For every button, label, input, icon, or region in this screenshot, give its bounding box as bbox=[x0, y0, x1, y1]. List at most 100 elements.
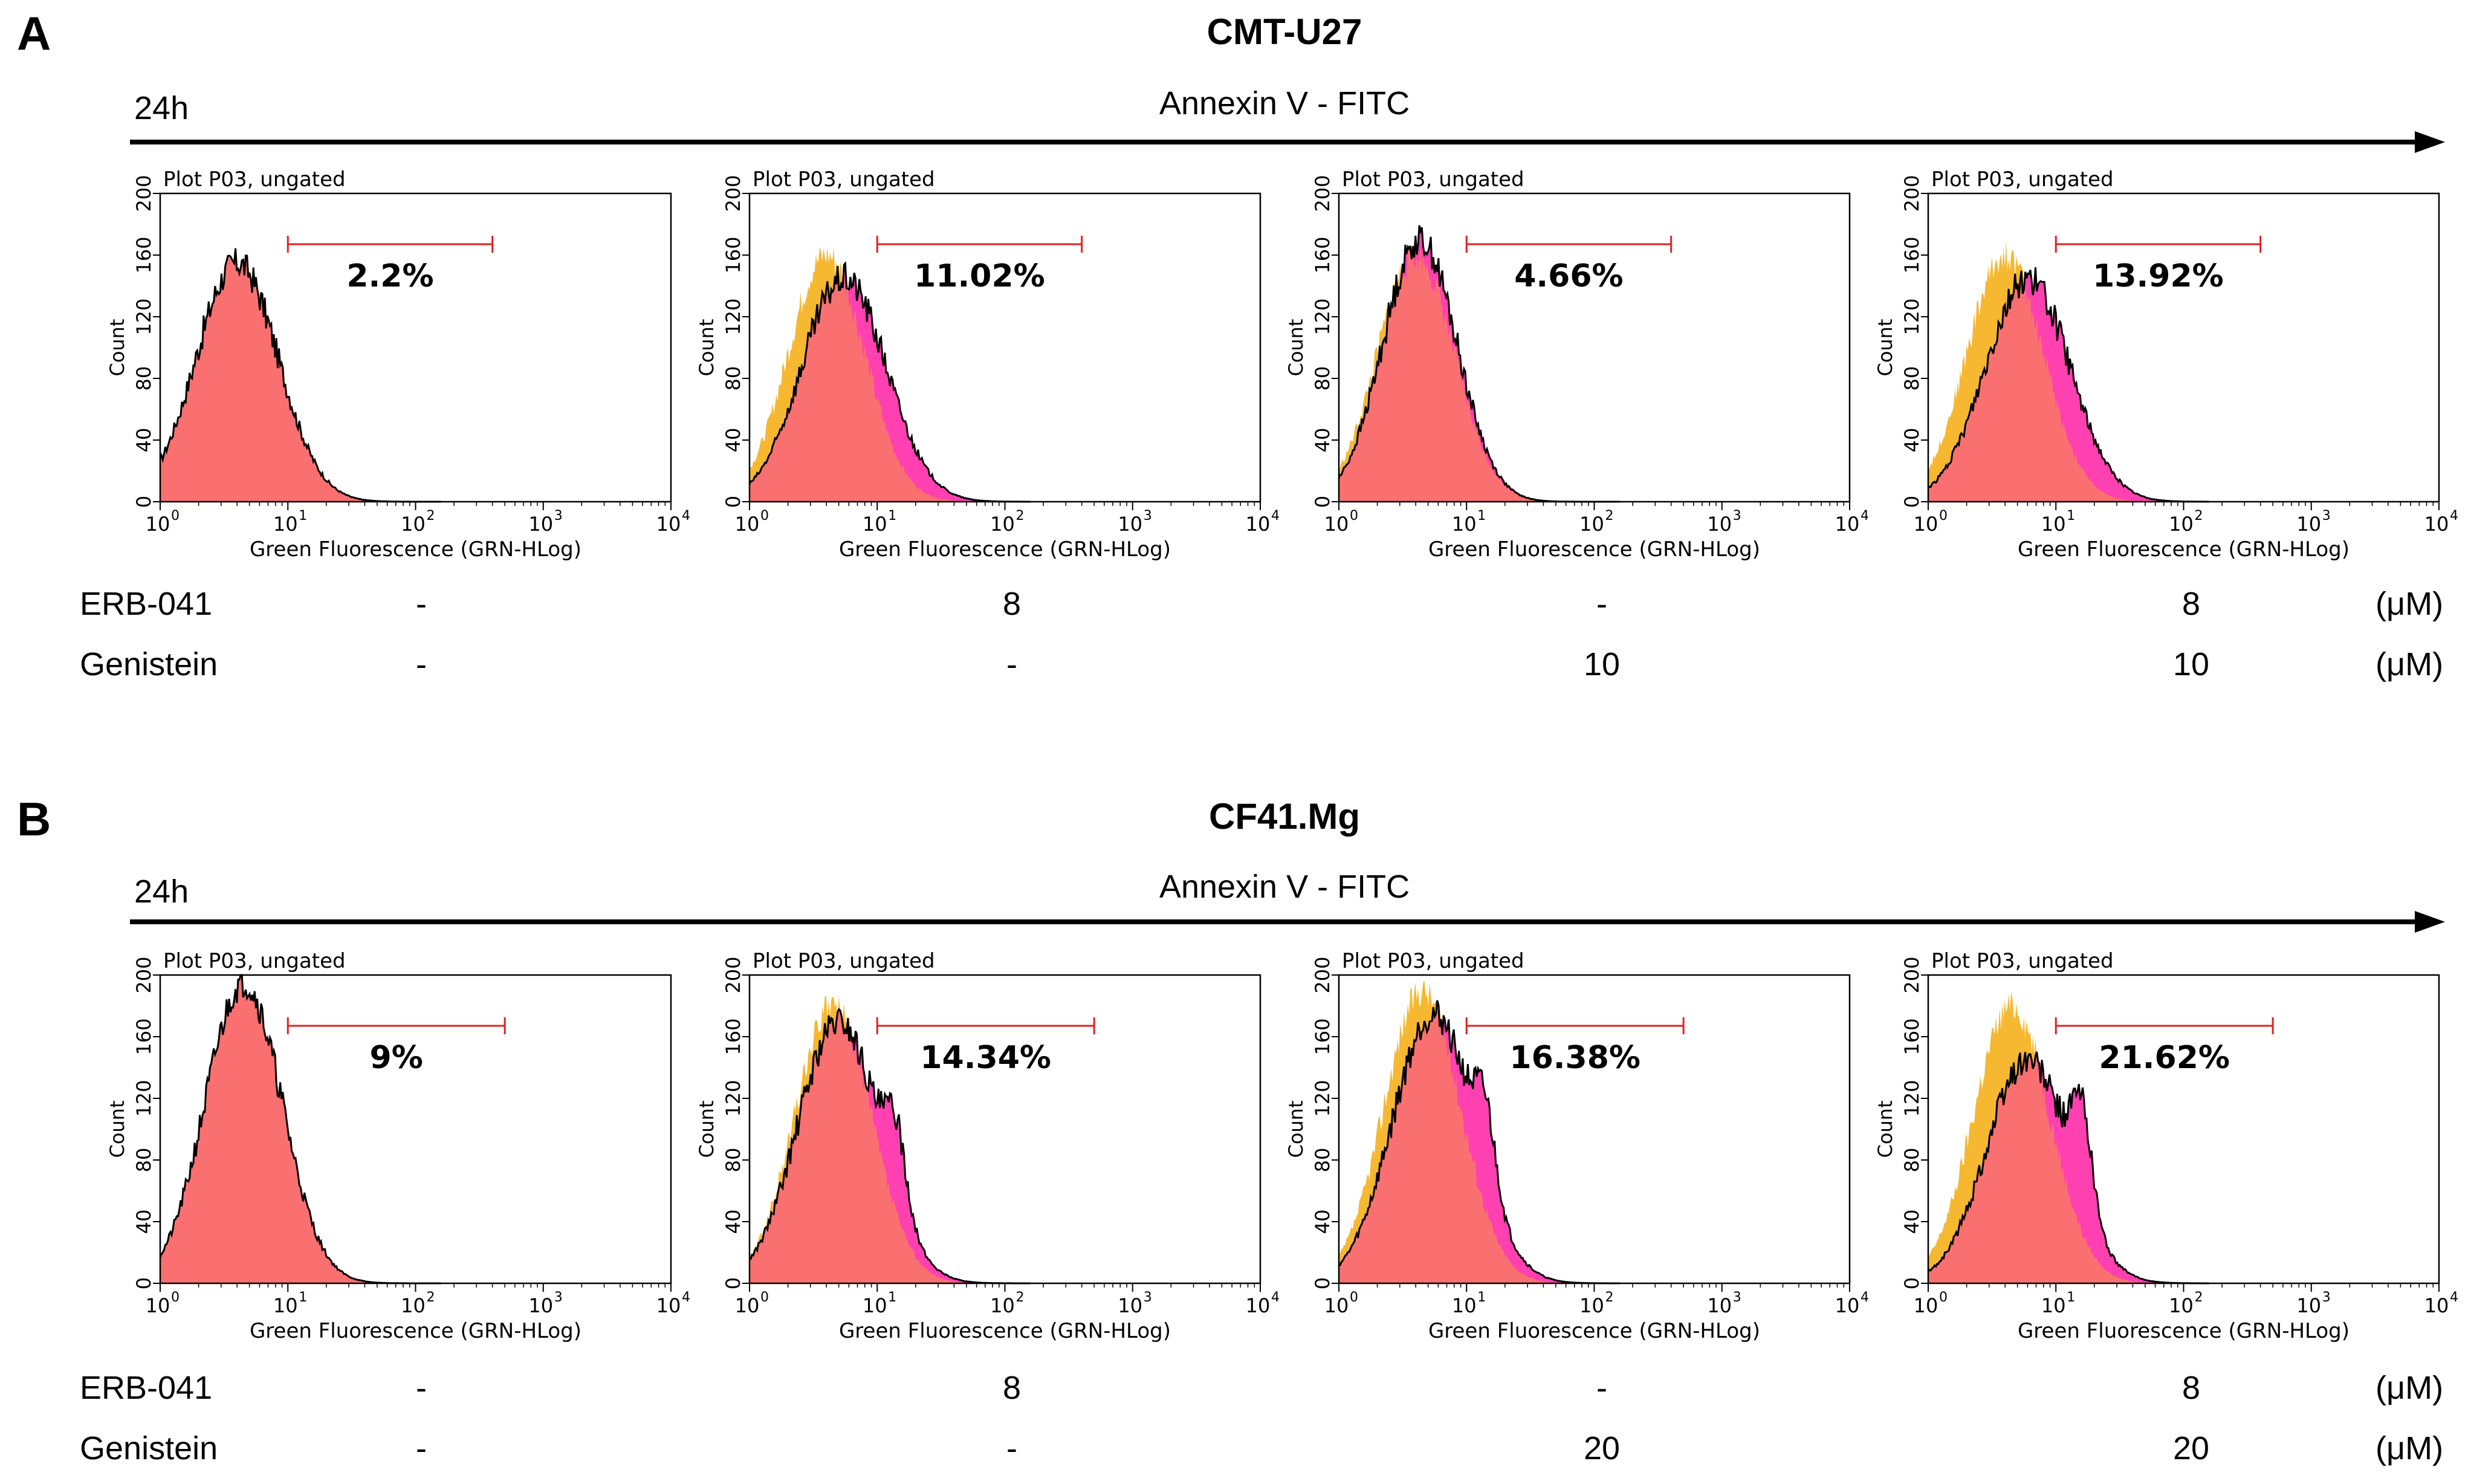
histogram-outline bbox=[1338, 1000, 1620, 1285]
x-axis-label: Green Fluorescence (GRN-HLog) bbox=[250, 1319, 581, 1343]
x-tick-exponent: 1 bbox=[888, 1290, 896, 1305]
panel-b-arrow bbox=[130, 911, 2445, 933]
panel-b-genistein-label: Genistein bbox=[80, 1430, 218, 1466]
x-tick-exponent: 0 bbox=[171, 1290, 180, 1305]
y-tick-label: 80 bbox=[132, 366, 155, 391]
x-tick-label: 10 bbox=[1835, 513, 1860, 536]
x-tick-label: 10 bbox=[1452, 1294, 1477, 1317]
x-tick-exponent: 0 bbox=[1939, 1290, 1948, 1305]
x-tick-label: 10 bbox=[1324, 1294, 1349, 1317]
x-tick-exponent: 4 bbox=[1861, 508, 1869, 523]
overlap-histogram-fill bbox=[1339, 247, 1620, 502]
plot-title: Plot P03, ungated bbox=[1931, 949, 2114, 973]
y-tick-label: 200 bbox=[1900, 175, 1923, 212]
y-tick-label: 80 bbox=[722, 1148, 745, 1173]
y-tick-label: 0 bbox=[132, 1277, 155, 1289]
x-tick-label: 10 bbox=[1246, 1294, 1271, 1317]
plot-title: Plot P03, ungated bbox=[753, 949, 935, 973]
y-tick-label: 200 bbox=[722, 956, 745, 993]
overlap-histogram-fill bbox=[750, 1009, 1031, 1283]
y-tick-label: 160 bbox=[722, 236, 745, 273]
y-tick-label: 200 bbox=[132, 175, 155, 212]
x-tick-exponent: 4 bbox=[682, 1290, 690, 1305]
y-tick-label: 0 bbox=[1900, 496, 1923, 508]
x-tick-exponent: 0 bbox=[171, 508, 180, 523]
x-tick-label: 10 bbox=[1835, 1294, 1860, 1317]
y-tick-label: 160 bbox=[1311, 1018, 1334, 1055]
histogram-outline bbox=[1927, 1051, 2209, 1285]
x-tick-label: 10 bbox=[1118, 513, 1142, 536]
x-tick-exponent: 3 bbox=[1733, 508, 1741, 523]
panel-b-erb-value: 8 bbox=[1002, 1370, 1022, 1406]
x-tick-label: 10 bbox=[401, 1294, 426, 1317]
x-tick-exponent: 4 bbox=[1271, 1290, 1280, 1305]
x-tick-exponent: 2 bbox=[2195, 508, 2203, 523]
panel-a-erb-value: - bbox=[1596, 586, 1607, 622]
y-tick-label: 0 bbox=[1311, 1277, 1334, 1289]
x-tick-label: 10 bbox=[735, 1294, 760, 1317]
x-axis-label: Green Fluorescence (GRN-HLog) bbox=[839, 1319, 1171, 1343]
panel-a-stain-label: Annexin V - FITC bbox=[1159, 85, 1410, 122]
x-tick-label: 10 bbox=[1914, 1294, 1938, 1317]
panel-a-title: CMT-U27 bbox=[1206, 11, 1362, 52]
histogram-fill bbox=[160, 248, 441, 502]
panel-b-letter: B bbox=[17, 792, 51, 846]
x-tick-label: 10 bbox=[1707, 1294, 1732, 1317]
y-tick-label: 160 bbox=[1311, 236, 1334, 273]
x-tick-label: 10 bbox=[273, 513, 298, 536]
y-tick-label: 40 bbox=[1311, 1210, 1334, 1234]
y-tick-label: 80 bbox=[1900, 366, 1923, 391]
x-tick-exponent: 1 bbox=[2067, 1290, 2075, 1305]
x-tick-label: 10 bbox=[1914, 513, 1938, 536]
x-tick-label: 10 bbox=[1246, 513, 1271, 536]
panel-b-erb-value: 8 bbox=[2181, 1370, 2201, 1406]
panel-a-erb-value: - bbox=[416, 586, 427, 622]
y-axis-label: Count bbox=[695, 319, 718, 376]
x-axis-label: Green Fluorescence (GRN-HLog) bbox=[1428, 537, 1760, 562]
y-tick-label: 0 bbox=[1311, 496, 1334, 508]
plot-title: Plot P03, ungated bbox=[163, 167, 346, 192]
y-tick-label: 160 bbox=[132, 236, 155, 273]
panel-b-title: CF41.Mg bbox=[1208, 796, 1361, 837]
x-axis-label: Green Fluorescence (GRN-HLog) bbox=[2018, 1319, 2350, 1343]
gate-percent-label: 21.62% bbox=[2099, 1040, 2230, 1076]
y-tick-label: 120 bbox=[722, 298, 745, 335]
y-tick-label: 40 bbox=[1900, 428, 1923, 453]
overlap-histogram-fill bbox=[1339, 1007, 1620, 1283]
y-tick-label: 120 bbox=[132, 298, 155, 335]
y-tick-label: 160 bbox=[722, 1018, 745, 1055]
x-tick-exponent: 3 bbox=[1144, 1290, 1152, 1305]
plot-title: Plot P03, ungated bbox=[163, 949, 346, 973]
x-tick-exponent: 2 bbox=[427, 508, 435, 523]
y-axis-label: Count bbox=[695, 1100, 718, 1158]
panel-b-erb-value: - bbox=[416, 1370, 427, 1406]
y-tick-label: 200 bbox=[1900, 956, 1923, 993]
x-tick-exponent: 2 bbox=[1605, 1290, 1614, 1305]
x-tick-exponent: 4 bbox=[1861, 1290, 1869, 1305]
panel-a-arrow bbox=[130, 131, 2445, 153]
x-tick-exponent: 1 bbox=[1477, 508, 1486, 523]
gate-percent-label: 9% bbox=[370, 1040, 423, 1076]
x-tick-label: 10 bbox=[1452, 513, 1477, 536]
gate-percent-label: 16.38% bbox=[1509, 1040, 1640, 1076]
gate-percent-label: 14.34% bbox=[920, 1040, 1051, 1076]
panel-b-stain-label: Annexin V - FITC bbox=[1159, 869, 1410, 905]
y-tick-label: 40 bbox=[722, 428, 745, 453]
x-tick-exponent: 3 bbox=[2322, 1290, 2331, 1305]
y-tick-label: 40 bbox=[132, 428, 155, 453]
x-tick-label: 10 bbox=[735, 513, 760, 536]
x-tick-exponent: 0 bbox=[760, 1290, 769, 1305]
y-tick-label: 120 bbox=[1900, 1080, 1923, 1116]
histogram-outline bbox=[748, 261, 1031, 503]
plot-title: Plot P03, ungated bbox=[753, 167, 935, 192]
histogram-outline bbox=[1927, 267, 2209, 503]
x-tick-label: 10 bbox=[146, 513, 170, 536]
x-tick-exponent: 4 bbox=[2450, 1290, 2458, 1305]
y-tick-label: 160 bbox=[1900, 1018, 1923, 1055]
gate-percent-label: 4.66% bbox=[1514, 258, 1623, 294]
